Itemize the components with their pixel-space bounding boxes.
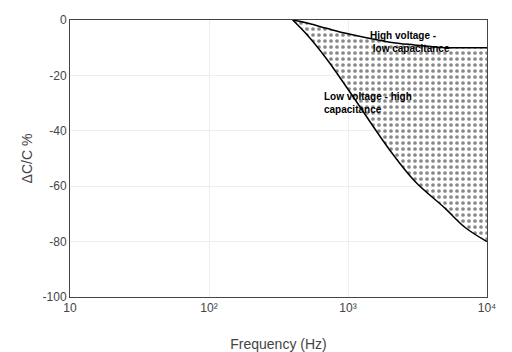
- svg-text:Low voltage - highcapacitance: Low voltage - highcapacitance: [324, 91, 412, 115]
- svg-text:10: 10: [63, 301, 77, 315]
- svg-text:-60: -60: [49, 179, 67, 193]
- svg-text:10²: 10²: [200, 301, 217, 315]
- svg-text:ΔC/C %: ΔC/C %: [19, 134, 35, 184]
- svg-text:0: 0: [60, 13, 67, 27]
- svg-text:10⁴: 10⁴: [478, 301, 497, 315]
- svg-text:-20: -20: [49, 69, 67, 83]
- svg-text:-80: -80: [49, 235, 67, 249]
- svg-text:Frequency (Hz): Frequency (Hz): [230, 336, 326, 352]
- svg-text:10³: 10³: [339, 301, 356, 315]
- svg-text:-100: -100: [43, 290, 67, 304]
- svg-text:-40: -40: [49, 124, 67, 138]
- svg-text:High voltage - low capacitance: High voltage - low capacitance: [370, 30, 450, 54]
